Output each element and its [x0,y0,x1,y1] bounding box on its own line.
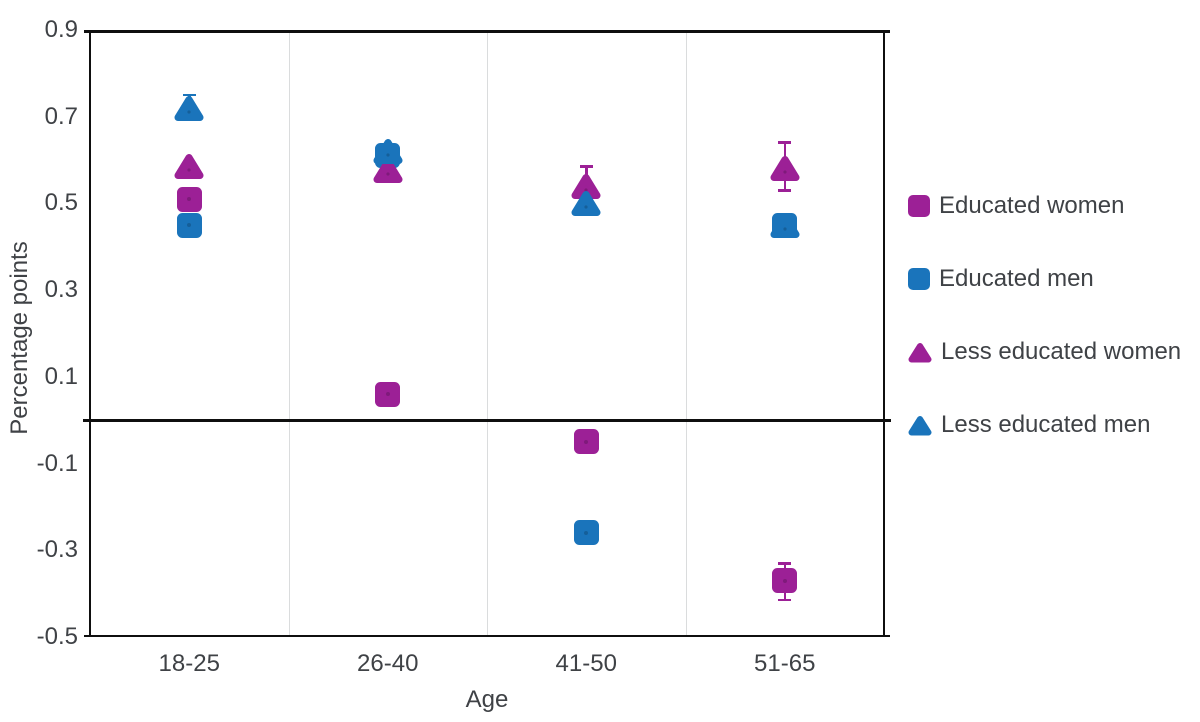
error-bar-cap-educated-women-51-65 [778,562,792,565]
legend-item-educated-men: Educated men [908,265,1094,292]
y-tick-label-0p7: 0.7 [44,102,78,130]
legend-triangle-swatch [908,342,932,362]
plot-border-left [89,30,91,637]
marker-less-educated-women-18-25 [174,154,204,180]
marker-educated-women-26-40 [375,381,401,407]
category-divider [288,33,290,637]
legend-item-educated-women: Educated women [908,192,1125,219]
y-tick-label-0p5: 0.5 [44,189,78,217]
error-bar-cap-educated-women-51-65 [778,598,792,602]
legend-label: Educated women [939,192,1125,219]
legend-item-less-educated-men: Less educated men [908,411,1151,438]
marker-center-dot [386,153,390,157]
marker-center-dot [385,392,390,397]
plot-border-right [883,30,885,637]
marker-less-educated-men-18-25 [174,95,204,121]
x-axis-title: Age [465,686,509,713]
y-tick-label--0p1: -0.1 [36,449,78,477]
marker-center-dot [584,187,588,192]
x-tick-label-26-40: 26-40 [357,650,419,677]
marker-center-dot [386,172,390,177]
marker-center-dot [187,223,192,228]
error-bar-cap-less-educated-women-51-65 [778,189,792,192]
category-divider [685,33,687,637]
marker-educated-women-41-50 [573,429,599,455]
legend-label: Less educated men [941,411,1151,438]
marker-center-dot [782,578,787,583]
marker-center-dot [783,226,787,231]
x-tick-label-51-65: 51-65 [754,650,816,677]
marker-educated-women-18-25 [176,186,202,212]
y-tick-label-0p9: 0.9 [44,16,78,43]
marker-center-dot [584,530,589,535]
marker-educated-men-41-50 [573,520,599,546]
error-bar-cap-less-educated-women-51-65 [778,141,792,144]
marker-center-dot [187,197,192,202]
marker-center-dot [187,168,191,172]
plot-border-bottom [84,635,890,637]
marker-center-dot [584,205,588,209]
legend-square-swatch [908,268,930,290]
x-tick-label-41-50: 41-50 [555,650,617,677]
plot-border-top [84,30,890,33]
y-tick-label--0p5: -0.5 [36,623,78,650]
legend-label: Educated men [939,265,1094,292]
y-tick-label-0p3: 0.3 [44,276,78,304]
legend-label: Less educated women [941,338,1182,365]
marker-center-dot [584,439,589,444]
y-axis-title: Percentage points [6,241,33,435]
marker-less-educated-women-51-65 [770,156,800,182]
category-divider [487,33,488,637]
marker-center-dot [187,109,191,114]
error-bar-cap-less-educated-men-18-25 [182,93,196,97]
marker-educated-women-51-65 [772,568,798,594]
marker-educated-men-18-25 [176,212,202,238]
error-bar-cap-less-educated-women-41-50 [579,165,593,168]
zero-reference-line [83,418,891,422]
legend-triangle-swatch [908,415,932,435]
legend-square-swatch [908,195,930,217]
marker-less-educated-men-41-50 [571,190,601,216]
marker-less-educated-women-26-40 [373,158,403,184]
legend-item-less-educated-women: Less educated women [908,338,1182,365]
marker-center-dot [783,170,787,174]
y-tick-label--0p3: -0.3 [36,536,78,564]
marker-less-educated-men-51-65 [770,212,800,238]
marker-less-educated-men-26-40 [373,138,403,164]
x-tick-label-18-25: 18-25 [158,650,220,677]
y-tick-label-0p1: 0.1 [44,362,78,390]
